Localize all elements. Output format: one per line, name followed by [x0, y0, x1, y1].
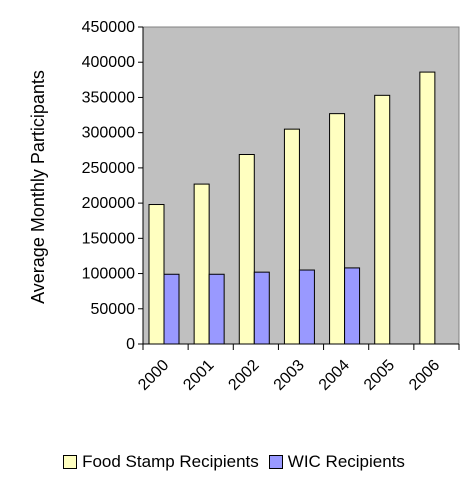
x-tick-label: 2004 — [316, 357, 353, 394]
x-tick-label: 2005 — [361, 357, 398, 394]
bar-food-stamp — [148, 204, 165, 345]
bar-chart: 0 50000 100000 150000 200000 250000 300000 3500… — [28, 19, 460, 394]
x-tick-label: 2006 — [406, 357, 443, 394]
y-tick-label: 0 — [126, 336, 135, 353]
x-tick-label: 2003 — [271, 357, 308, 394]
bar-food-stamp — [283, 128, 300, 345]
y-axis-title: Average Monthly Participants — [28, 70, 48, 304]
bar-food-stamp — [329, 113, 346, 345]
y-tick-label: 400000 — [82, 54, 135, 71]
legend: Food Stamp Recipients WIC Recipients — [0, 452, 468, 472]
bar-wic — [253, 271, 270, 345]
y-tick-label: 50000 — [91, 301, 136, 318]
y-tick-label: 250000 — [82, 160, 135, 177]
legend-label-wic: WIC Recipients — [287, 452, 405, 471]
legend-swatch-food-stamp — [63, 455, 78, 469]
legend-swatch-wic — [268, 455, 283, 469]
bar-wic — [208, 273, 225, 345]
y-tick-label: 100000 — [82, 266, 135, 283]
x-tick-label: 2001 — [180, 357, 217, 394]
bar-food-stamp — [419, 71, 436, 345]
y-tick-label: 450000 — [82, 19, 135, 36]
x-tick-label: 2002 — [225, 357, 262, 394]
bar-food-stamp — [374, 94, 391, 345]
y-tick-label: 350000 — [82, 89, 135, 106]
legend-label-food-stamp: Food Stamp Recipients — [82, 452, 259, 471]
bar-wic — [344, 267, 361, 345]
y-tick-label: 300000 — [82, 125, 135, 142]
bar-food-stamp — [238, 154, 255, 345]
bar-wic — [163, 273, 180, 345]
legend-item-food-stamp: Food Stamp Recipients — [63, 452, 259, 472]
y-tick-label: 200000 — [82, 195, 135, 212]
bar-wic — [298, 269, 315, 345]
legend-item-wic: WIC Recipients — [268, 452, 405, 472]
y-tick-label: 150000 — [82, 230, 135, 247]
bar-food-stamp — [193, 183, 210, 345]
x-tick-label: 2000 — [135, 357, 172, 394]
